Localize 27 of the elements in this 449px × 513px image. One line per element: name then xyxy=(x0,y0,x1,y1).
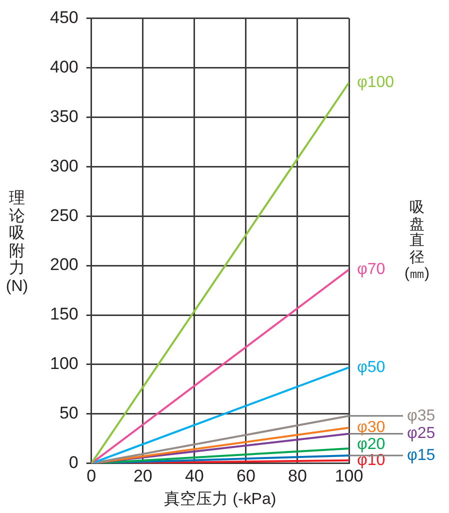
text: φ35 xyxy=(407,407,436,424)
x-tick-label: 100 xyxy=(334,466,364,486)
y-tick-label: 0 xyxy=(68,453,78,472)
text: φ25 xyxy=(407,425,436,442)
y-tick-label: 400 xyxy=(50,57,78,76)
series-label: φ50 xyxy=(357,358,386,376)
x-tick-label: 60 xyxy=(236,466,256,486)
y-tick-label: 50 xyxy=(59,404,78,423)
series-label: φ20 xyxy=(357,436,386,453)
x-tick-label: 0 xyxy=(86,466,96,486)
x-tick-label: 40 xyxy=(184,466,204,486)
text: φ15 xyxy=(407,446,436,464)
legend-title: 吸盘直径(㎜) xyxy=(404,199,430,282)
x-tick-label: 20 xyxy=(133,466,152,486)
series-label: φ100 xyxy=(357,74,394,91)
series-label: φ70 xyxy=(357,260,386,278)
x-tick-label: 80 xyxy=(288,466,307,486)
y-tick-label: 150 xyxy=(50,304,78,324)
y-tick-label: 300 xyxy=(50,156,78,176)
y-tick-label: 450 xyxy=(50,8,78,27)
x-axis-title: 真空压力 (-kPa) xyxy=(164,490,276,508)
y-tick-label: 100 xyxy=(50,354,78,374)
series-label: φ30 xyxy=(357,419,386,436)
y-axis-title: 理论吸附力(N) xyxy=(4,190,30,296)
y-tick-label: 250 xyxy=(50,206,78,225)
y-tick-label: 350 xyxy=(50,106,78,126)
y-tick-label: 200 xyxy=(50,255,78,274)
